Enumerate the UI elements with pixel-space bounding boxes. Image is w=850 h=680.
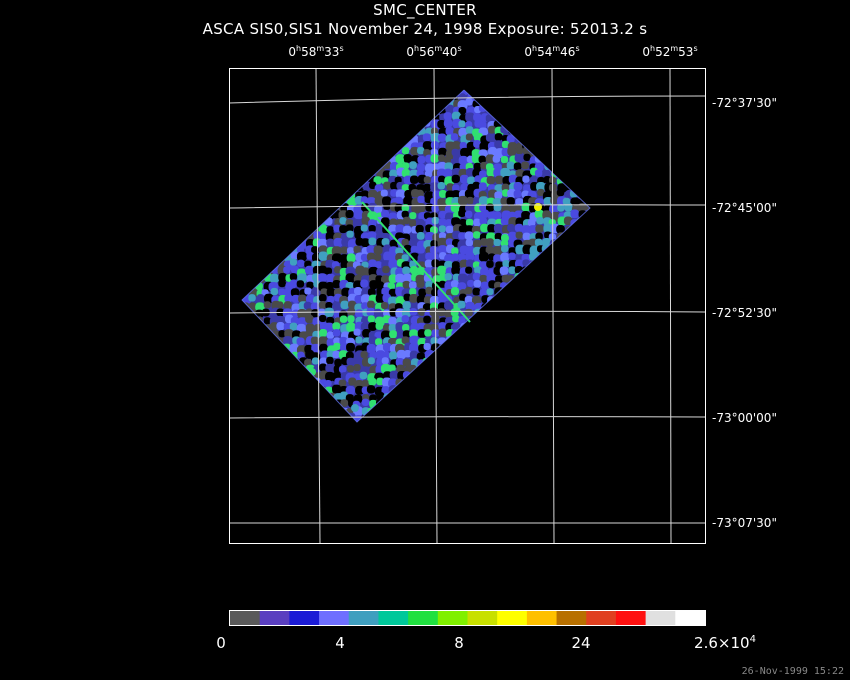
plot-border [229,68,706,544]
colorbar-segment [319,611,350,625]
dec-label-4: -73°00'00" [712,411,777,425]
coordinate-grid [228,67,706,544]
colorbar-segment [675,611,706,625]
colorbar-segment [586,611,617,625]
colorbar-tick-label: 0 [216,634,226,652]
dec-label-5: -73°07'30" [712,516,777,530]
detector-edge [241,89,591,423]
colorbar-tick-label-max: 2.6×104 [694,634,756,652]
colorbar-border [229,610,706,626]
colorbar-segment [497,611,528,625]
ra-label-1: 0h58m33s [288,44,344,59]
colorbar [230,611,706,625]
colorbar-segment [556,611,587,625]
colorbar-segment [408,611,439,625]
ra-label-2: 0h56m40s [406,44,462,59]
colorbar-tick-label: 8 [454,634,464,652]
dec-label-2: -72°45'00" [712,201,777,215]
colorbar-segment [259,611,290,625]
dec-label-1: -72°37'30" [712,96,777,110]
colorbar-segment [378,611,409,625]
colorbar-segment [467,611,498,625]
image-title: SMC_CENTER [373,1,477,19]
ra-label-3: 0h54m46s [524,44,580,59]
colorbar-segment [615,611,647,625]
timestamp: 26-Nov-1999 15:22 [741,666,844,677]
colorbar-segment [526,611,558,625]
colorbar-segment [348,611,379,625]
image-subtitle: ASCA SIS0,SIS1 November 24, 1998 Exposur… [202,20,648,38]
colorbar-segment [437,611,468,625]
colorbar-tick-label: 4 [335,634,345,652]
colorbar-segment [230,611,261,625]
dec-label-3: -72°52'30" [712,306,777,320]
colorbar-segment [645,611,676,625]
colorbar-tick-label: 24 [571,634,591,652]
colorbar-segment [289,611,320,625]
chip-boundary [361,201,471,323]
ra-label-4: 0h52m53s [642,44,698,59]
